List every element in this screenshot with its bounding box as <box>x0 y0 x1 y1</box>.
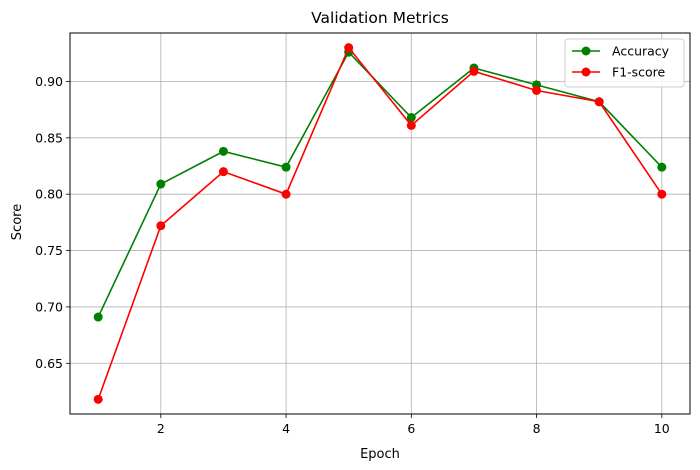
accuracy-point <box>156 179 166 189</box>
f1-score-point <box>657 189 667 199</box>
x-axis-ticks: 2 4 6 8 10 <box>157 414 670 436</box>
f1-score-line <box>97 46 663 400</box>
legend-accuracy-label: Accuracy <box>612 44 670 59</box>
plot-frame <box>69 32 691 415</box>
f1-score-point <box>156 221 166 231</box>
x-tick-label: 6 <box>407 421 415 436</box>
f1-score-point <box>281 189 291 199</box>
f1-score-point <box>218 167 228 177</box>
accuracy-point <box>281 162 291 172</box>
legend-accuracy-marker <box>581 46 591 56</box>
y-tick-label: 0.65 <box>35 356 63 371</box>
accuracy-point <box>657 162 667 172</box>
accuracy-point <box>406 113 416 123</box>
accuracy-line <box>97 50 663 318</box>
x-tick-label: 10 <box>654 421 670 436</box>
legend-f1-score-marker <box>581 67 591 77</box>
f1-score-point <box>532 85 542 95</box>
f1-score-point <box>594 97 604 107</box>
x-tick-label: 4 <box>282 421 290 436</box>
f1-score-point <box>406 120 416 130</box>
x-tick-label: 8 <box>533 421 541 436</box>
y-axis-label: Score <box>10 204 25 240</box>
y-tick-label: 0.80 <box>35 187 63 202</box>
f1-score-point <box>93 394 103 404</box>
x-axis-label: Epoch <box>360 447 400 462</box>
legend-f1-score-label: F1-score <box>612 65 666 80</box>
series-layer <box>93 43 667 404</box>
x-tick-label: 2 <box>157 421 165 436</box>
legend: Accuracy F1-score <box>564 38 685 88</box>
f1-score-point <box>344 43 354 53</box>
grid-lines <box>70 33 690 414</box>
y-tick-label: 0.70 <box>35 299 63 314</box>
accuracy-point <box>218 146 228 156</box>
accuracy-point <box>93 312 103 322</box>
y-axis-ticks: 0.65 0.70 0.75 0.80 0.85 0.90 <box>35 74 70 371</box>
chart-title: Validation Metrics <box>311 9 449 27</box>
y-tick-label: 0.90 <box>35 74 63 89</box>
y-tick-label: 0.85 <box>35 130 63 145</box>
f1-score-point <box>469 66 479 76</box>
y-tick-label: 0.75 <box>35 243 63 258</box>
